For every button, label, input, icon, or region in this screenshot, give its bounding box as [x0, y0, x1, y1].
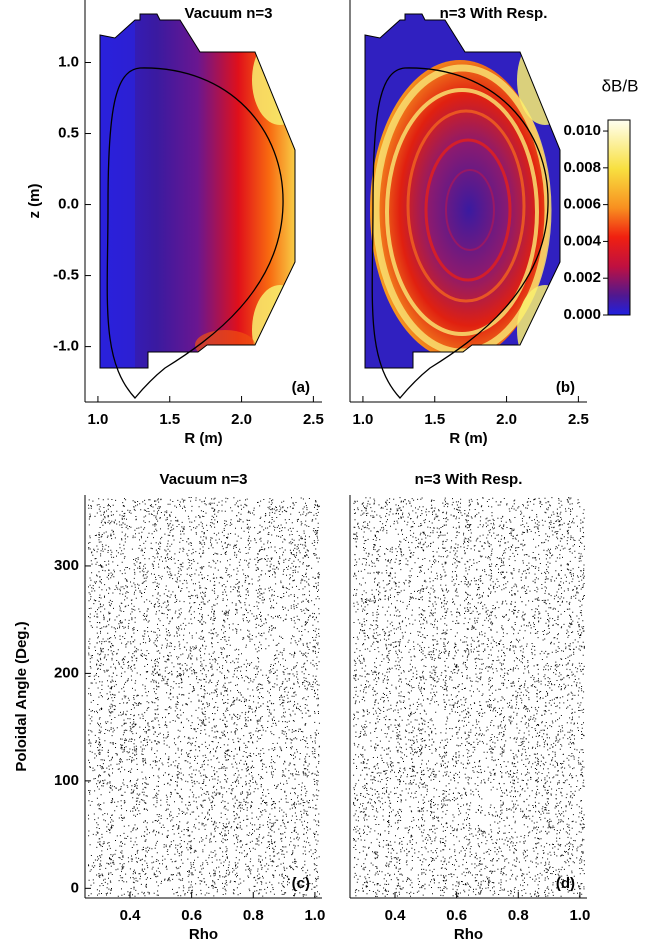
- x-axis-label: R (m): [449, 430, 487, 447]
- vessel-wall: [99, 13, 296, 369]
- x-tick-label: 0.4: [120, 907, 142, 924]
- plasma-boundary: [106, 67, 284, 399]
- panel-label: (a): [292, 379, 310, 396]
- y-tick-label: 1.0: [58, 53, 79, 70]
- y-axis-label: z (m): [26, 184, 43, 219]
- colorbar-tick-label: 0.000: [563, 306, 601, 323]
- x-tick-label: 0.6: [446, 907, 467, 924]
- x-tick-label: 1.0: [352, 411, 373, 428]
- panel-title: Vacuum n=3: [185, 5, 273, 22]
- x-tick-label: 1.5: [424, 411, 445, 428]
- y-tick-label: 100: [54, 772, 79, 789]
- x-tick-label: 2.5: [303, 411, 324, 428]
- y-tick-label: 0.5: [58, 124, 79, 141]
- colorbar-tick-label: 0.002: [563, 269, 601, 286]
- panel-title: Vacuum n=3: [160, 471, 248, 488]
- y-tick-label: -0.5: [53, 267, 79, 284]
- colorbar-tick-label: 0.006: [563, 196, 601, 213]
- colorbar-title: δB/B: [602, 76, 639, 95]
- y-tick-label: 0.0: [58, 196, 79, 213]
- x-tick-label: 1.0: [569, 907, 590, 924]
- x-tick-label: 2.0: [496, 411, 517, 428]
- x-axis-label: Rho: [454, 926, 483, 943]
- y-axis-label: Poloidal Angle (Deg.): [13, 621, 30, 771]
- x-tick-label: 1.0: [87, 411, 108, 428]
- plasma-boundary: [371, 67, 549, 399]
- x-tick-label: 1.5: [159, 411, 180, 428]
- vessel-wall: [364, 13, 561, 369]
- x-tick-label: 1.0: [304, 907, 325, 924]
- x-tick-label: 0.6: [181, 907, 202, 924]
- x-tick-label: 2.0: [231, 411, 252, 428]
- colorbar-tick-label: 0.010: [563, 122, 601, 139]
- panel-label: (d): [556, 875, 575, 892]
- poincare-dots: [88, 497, 585, 897]
- x-tick-label: 0.8: [508, 907, 529, 924]
- colorbar: [607, 119, 631, 316]
- panel-title: n=3 With Resp.: [415, 471, 523, 488]
- field-map: [365, 14, 560, 368]
- y-tick-label: 0: [71, 879, 79, 896]
- poincare-dots: [88, 497, 320, 897]
- field-map: [100, 14, 295, 368]
- panel-label: (c): [292, 875, 310, 892]
- x-axis-label: R (m): [184, 430, 222, 447]
- x-axis-label: Rho: [189, 926, 218, 943]
- x-tick-label: 0.4: [385, 907, 407, 924]
- colorbar-tick-label: 0.004: [563, 232, 601, 249]
- colorbar-tick-label: 0.008: [563, 159, 601, 176]
- x-tick-label: 0.8: [243, 907, 264, 924]
- y-tick-label: 200: [54, 664, 79, 681]
- panel-title: n=3 With Resp.: [440, 5, 548, 22]
- poincare-dots: [353, 497, 585, 897]
- panel-label: (b): [556, 379, 575, 396]
- y-tick-label: 300: [54, 557, 79, 574]
- y-tick-label: -1.0: [53, 338, 79, 355]
- x-tick-label: 2.5: [568, 411, 589, 428]
